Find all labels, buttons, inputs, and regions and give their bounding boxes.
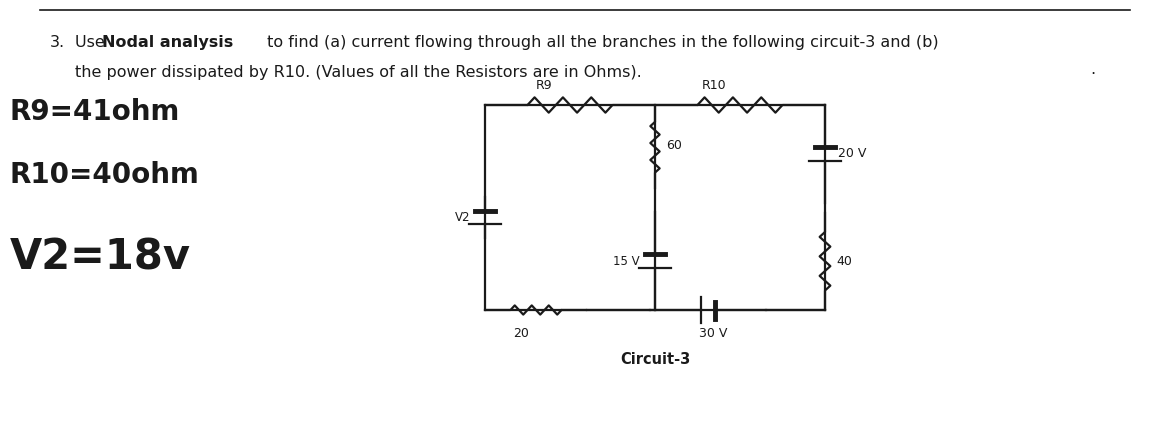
Text: Use: Use <box>75 35 110 50</box>
Text: .: . <box>1090 62 1095 77</box>
Text: 60: 60 <box>666 139 682 152</box>
Text: V2: V2 <box>454 211 470 224</box>
Text: 30 V: 30 V <box>698 327 727 340</box>
Text: 20 V: 20 V <box>838 147 866 160</box>
Text: R9: R9 <box>536 79 552 92</box>
Text: R10=40ohm: R10=40ohm <box>11 161 200 189</box>
Text: Nodal analysis: Nodal analysis <box>102 35 233 50</box>
Text: to find (a) current flowing through all the branches in the following circuit-3 : to find (a) current flowing through all … <box>262 35 938 50</box>
Text: 15 V: 15 V <box>613 255 640 268</box>
Text: 20: 20 <box>512 327 529 340</box>
Text: 3.: 3. <box>50 35 66 50</box>
Text: R9=41ohm: R9=41ohm <box>11 98 180 126</box>
Text: 40: 40 <box>837 255 852 268</box>
Text: the power dissipated by R10. (Values of all the Resistors are in Ohms).: the power dissipated by R10. (Values of … <box>75 65 642 80</box>
Text: R10: R10 <box>702 79 727 92</box>
Text: V2=18v: V2=18v <box>11 237 191 279</box>
Text: Circuit-3: Circuit-3 <box>620 352 690 367</box>
